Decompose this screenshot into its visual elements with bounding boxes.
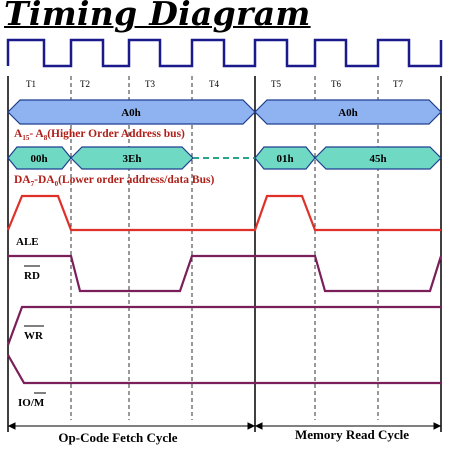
state-label-t5: T5: [271, 79, 281, 89]
wr-label: WR: [24, 330, 44, 342]
state-label-t2: T2: [80, 79, 90, 89]
state-label-t1: T1: [26, 79, 36, 89]
iom-waveform: [7, 354, 441, 385]
cycle-arrows: [7, 422, 442, 430]
address-high-label-rest: (Higher Order Address bus): [47, 128, 185, 140]
rd-waveform: [8, 254, 443, 293]
state-label-t6: T6: [331, 79, 341, 89]
address-high-label: A15- A8(Higher Order Address bus): [14, 128, 185, 142]
address-low-value-2: 3Eh: [123, 153, 142, 165]
address-low-label-sub2: 0: [55, 180, 59, 188]
rd-label: RD: [24, 270, 40, 282]
address-low-value-3: 01h: [276, 153, 293, 165]
address-low-label-sub1: 7: [31, 180, 35, 188]
address-low-label-main: DA: [14, 174, 31, 186]
cycle-dividers: [7, 76, 442, 432]
address-high-value-1: A0h: [121, 107, 141, 119]
memread-arrowhead-left: [254, 422, 263, 430]
memory-read-cycle-label: Memory Read Cycle: [295, 427, 409, 442]
wr-waveform: [6, 305, 441, 346]
opcode-arrowhead-right: [247, 422, 256, 430]
ale-label: ALE: [16, 236, 39, 248]
ale-waveform: [6, 194, 441, 232]
address-low-label-mid: -DA: [34, 174, 55, 186]
address-high-segment-2: [254, 99, 442, 125]
address-low-segment-4: [314, 146, 442, 170]
opcode-arrowhead-left: [7, 422, 16, 430]
address-high-label-sub2: 8: [44, 134, 48, 142]
state-label-t4: T4: [209, 79, 219, 89]
state-dividers: [70, 76, 379, 420]
diagram-title: Timing Diagram: [4, 0, 311, 33]
address-high-label-mid: - A: [29, 128, 44, 140]
iom-label: IO/M: [18, 397, 45, 409]
address-low-value-4: 45h: [369, 153, 386, 165]
address-low-label-rest: (Lower order address/data Bus): [58, 174, 214, 186]
address-high-value-2: A0h: [338, 107, 358, 119]
clock-waveform: [6, 38, 443, 68]
state-label-t7: T7: [393, 79, 403, 89]
state-label-t3: T3: [145, 79, 155, 89]
address-high-label-main: A: [14, 128, 23, 140]
memread-arrowhead-right: [433, 422, 442, 430]
address-low-label: DA7-DA0(Lower order address/data Bus): [14, 174, 214, 188]
address-high-label-sub1: 15: [22, 134, 30, 142]
address-low-value-1: 00h: [30, 153, 47, 165]
opcode-fetch-cycle-label: Op-Code Fetch Cycle: [58, 430, 177, 445]
